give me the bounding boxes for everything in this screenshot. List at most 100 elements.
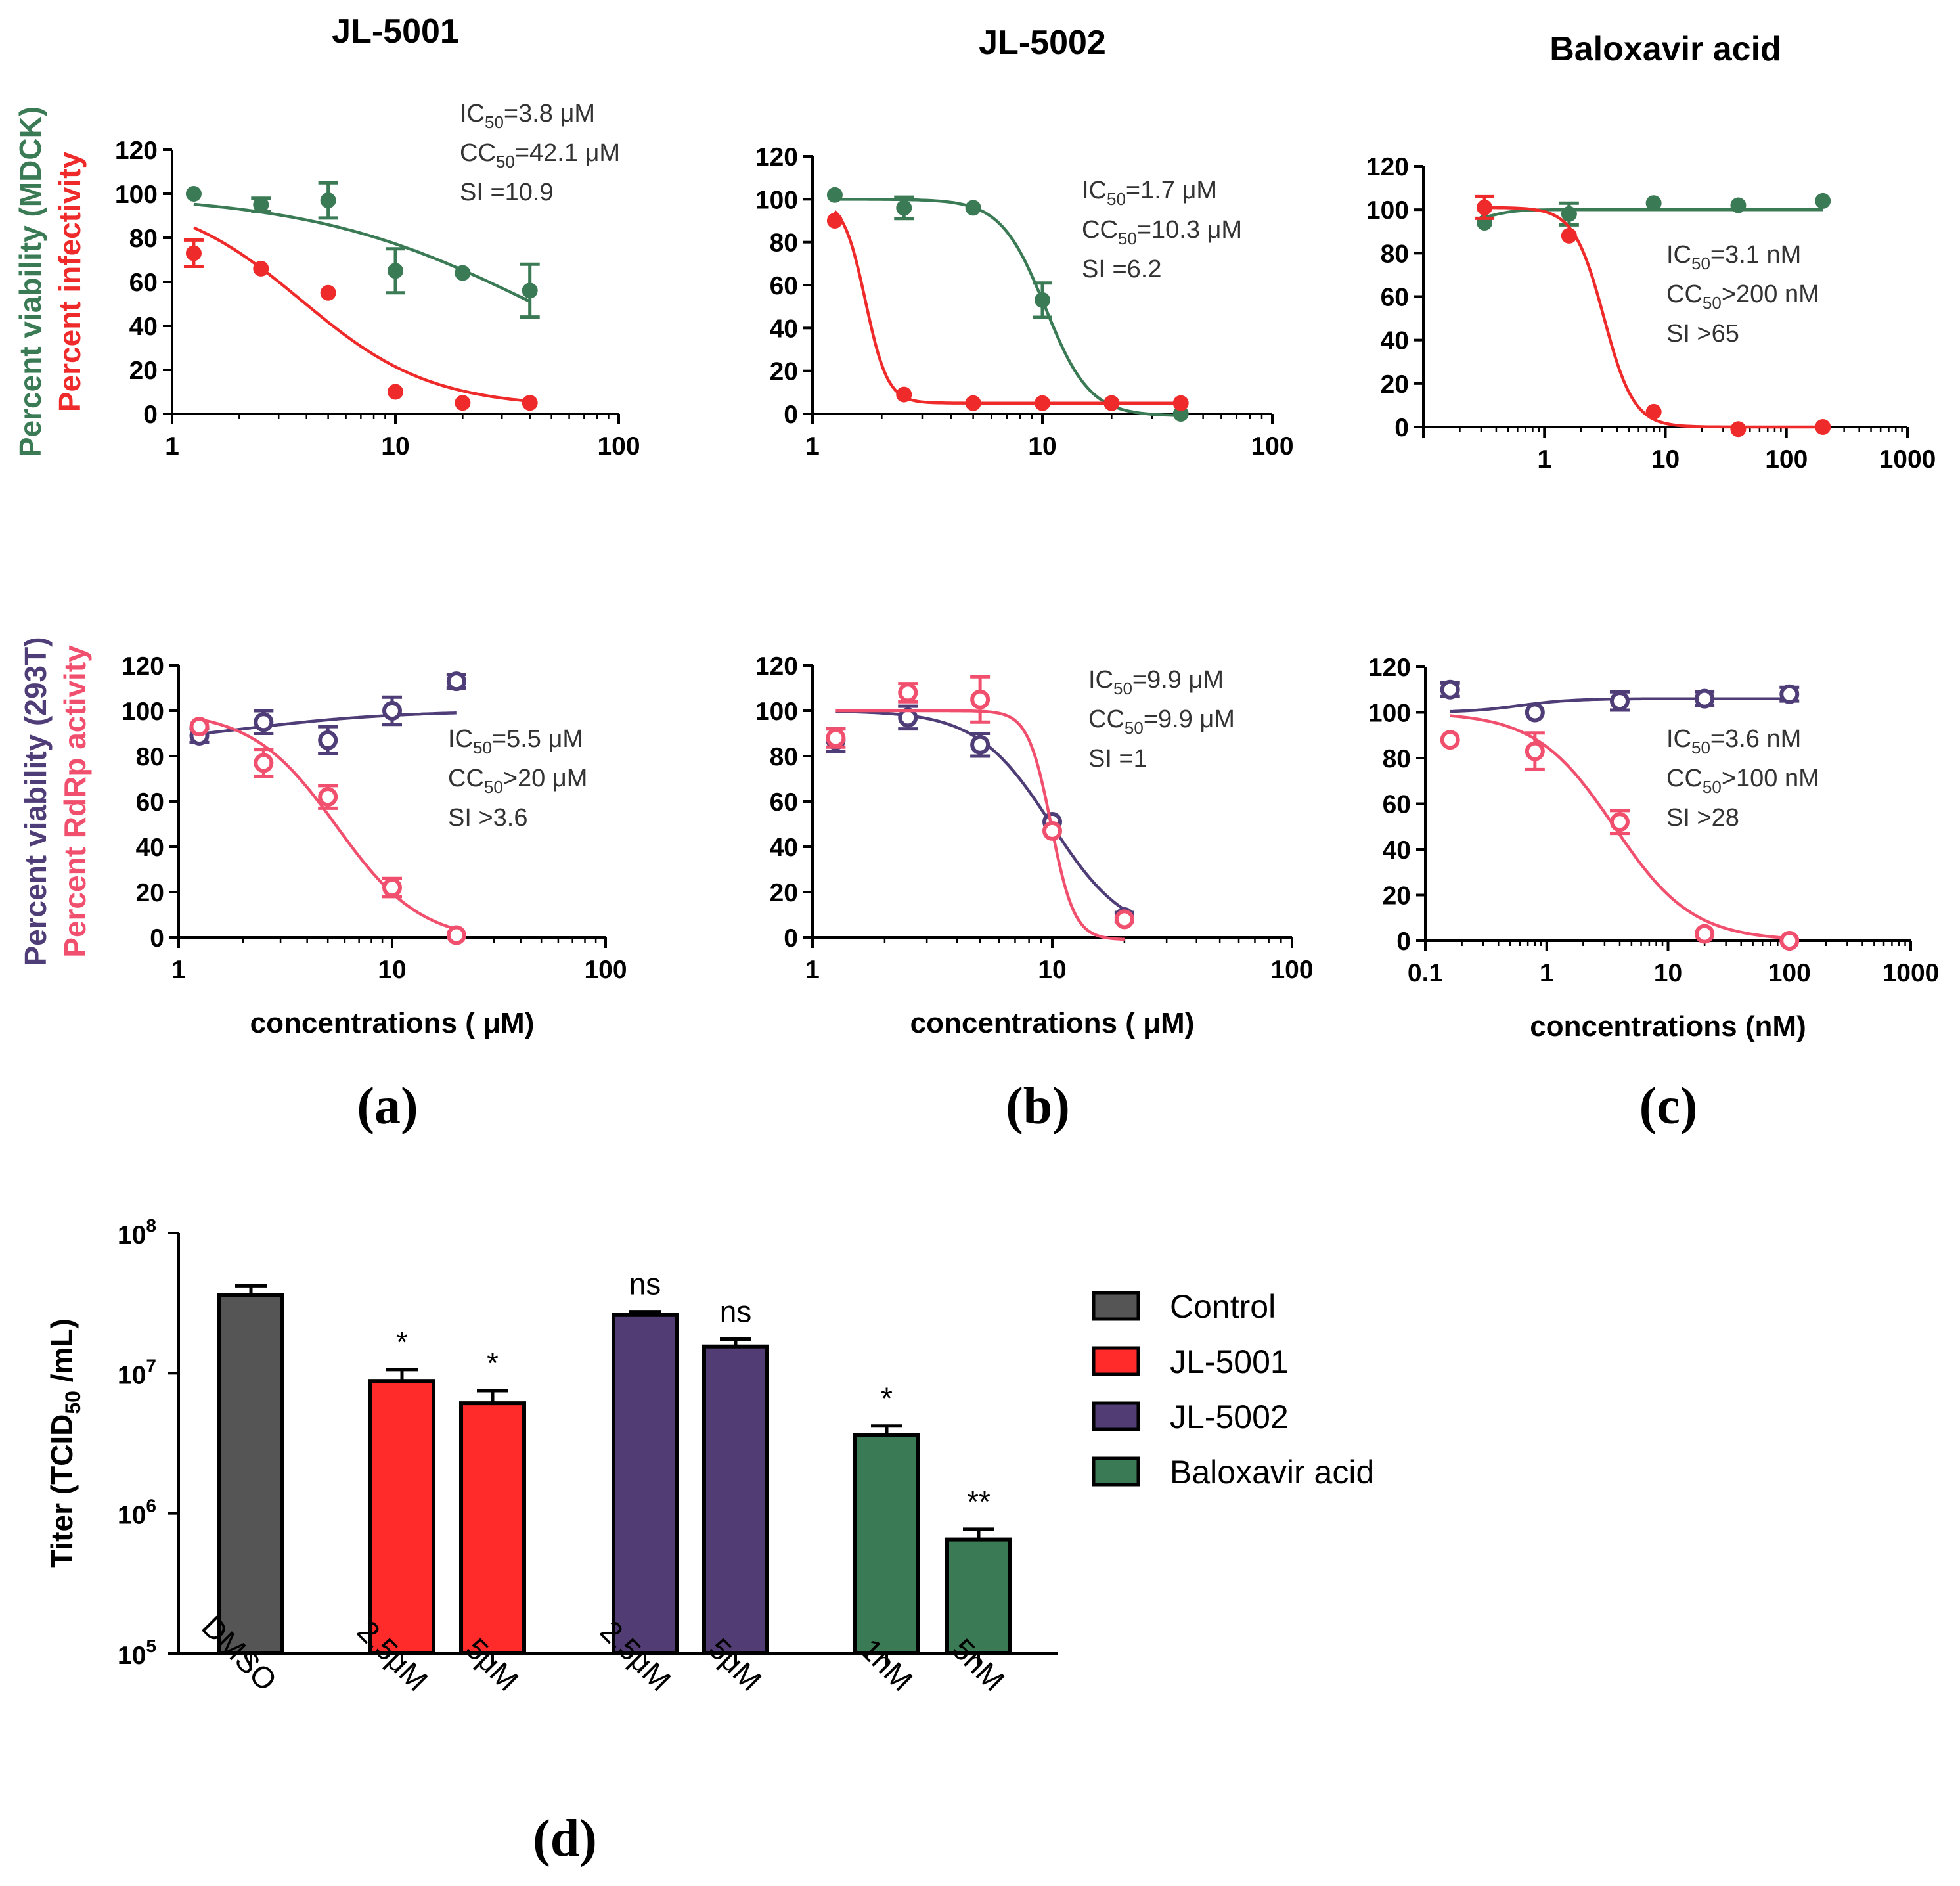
- x-tick-label: 0.1: [1408, 959, 1443, 987]
- legend-label: Baloxavir acid: [1170, 1454, 1374, 1491]
- data-point: [1645, 403, 1662, 420]
- data-point: [382, 701, 402, 721]
- data-point: [446, 671, 466, 692]
- significance-label: *: [881, 1381, 893, 1416]
- data-point: [455, 395, 471, 411]
- data-point: [522, 282, 538, 299]
- data-point: [1695, 688, 1715, 709]
- data-point: [254, 753, 274, 773]
- y-tick-label: 100: [115, 181, 158, 209]
- legend-label: JL-5001: [1170, 1343, 1289, 1380]
- x-tick-label: 100: [1270, 956, 1313, 984]
- series: [1477, 192, 1831, 231]
- fit-curve: [834, 198, 1181, 417]
- legend-swatch: [1092, 1401, 1140, 1431]
- y-tick-label: 100: [755, 186, 798, 214]
- series: [189, 717, 466, 945]
- bar: [853, 1433, 920, 1655]
- y-tick-label: 120: [1366, 153, 1409, 181]
- x-axis-label: concentrations ( μM): [250, 1007, 535, 1039]
- y-tick-label: 120: [755, 652, 798, 681]
- data-point: [896, 200, 912, 216]
- y-tick-label: 20: [129, 357, 158, 385]
- data-point: [1172, 395, 1189, 411]
- data-point: [1779, 931, 1800, 951]
- y-tick-label: 0: [1394, 414, 1409, 442]
- annotation: IC50=5.5 μM: [448, 725, 583, 757]
- data-point: [1730, 197, 1747, 213]
- y-tick-label: 20: [770, 358, 798, 386]
- series: [189, 671, 466, 756]
- data-point: [1779, 684, 1800, 704]
- y-tick-label: 20: [770, 879, 798, 907]
- annotation: IC50=1.7 μM: [1082, 177, 1217, 209]
- data-point: [1477, 199, 1493, 215]
- y-tick-label: 0: [1396, 928, 1411, 956]
- data-point: [826, 213, 843, 229]
- y-tick-label: 0: [784, 924, 798, 953]
- y-tick-label: 100: [122, 698, 164, 726]
- y-tick-label: 40: [129, 313, 158, 341]
- data-point: [898, 683, 918, 703]
- significance-label: *: [396, 1325, 408, 1359]
- bar: [612, 1313, 679, 1655]
- data-point: [1815, 192, 1831, 209]
- data-point: [970, 734, 991, 755]
- x-tick-label: 100: [1765, 445, 1808, 474]
- data-point: [826, 728, 846, 748]
- bar: [217, 1293, 284, 1656]
- data-point: [318, 787, 338, 807]
- data-point: [189, 717, 210, 737]
- y-axis-label: Percent infectivity: [53, 151, 87, 412]
- fit-curve: [834, 210, 1181, 405]
- data-point: [320, 192, 336, 209]
- data-point: [254, 712, 274, 732]
- x-axis-label: concentrations (nM): [1530, 1010, 1806, 1043]
- annotation: IC50=3.8 μM: [460, 100, 595, 132]
- x-tick-label: 10: [1038, 956, 1066, 984]
- y-tick-label: 40: [770, 834, 798, 862]
- data-point: [388, 263, 403, 279]
- x-axis-label: concentrations ( μM): [910, 1007, 1195, 1039]
- annotation: IC50=3.1 nM: [1666, 241, 1801, 273]
- data-point: [388, 384, 403, 400]
- data-point: [1525, 741, 1545, 761]
- significance-label: ns: [629, 1267, 661, 1301]
- x-tick-label: 10: [1654, 959, 1682, 987]
- legend-swatch: [1092, 1291, 1140, 1321]
- y-axis-label: Titer (TCID50 /mL): [45, 1318, 85, 1568]
- y-tick-label: 60: [136, 788, 164, 817]
- data-point: [1114, 909, 1134, 930]
- y-axis-label: Percent viability (MDCK): [13, 106, 47, 457]
- y-tick-label: 60: [129, 269, 158, 297]
- y-tick-label: 80: [136, 743, 164, 771]
- x-tick-label: 1000: [1879, 445, 1936, 474]
- x-tick-label: 10: [1651, 445, 1680, 474]
- annotation: IC50=9.9 μM: [1088, 666, 1224, 698]
- y-tick-label: 40: [136, 834, 164, 862]
- data-point: [382, 878, 402, 898]
- y-tick-label: 80: [129, 225, 158, 253]
- y-tick-label: 120: [122, 652, 164, 681]
- data-point: [1609, 812, 1630, 832]
- data-point: [826, 187, 843, 203]
- y-tick-label: 120: [115, 137, 158, 165]
- data-point: [185, 186, 202, 202]
- data-point: [1561, 227, 1577, 244]
- y-tick-label: 80: [770, 743, 798, 771]
- annotation: SI =6.2: [1082, 256, 1161, 283]
- panel-label-d: (d): [533, 1810, 597, 1868]
- x-tick-label: 10: [381, 432, 409, 460]
- data-point: [1440, 679, 1460, 700]
- panel-label-a: (a): [357, 1077, 418, 1135]
- annotation: SI =1: [1088, 745, 1147, 773]
- data-point: [1035, 395, 1050, 411]
- chart-title: JL-5002: [979, 24, 1106, 62]
- fit-curve: [199, 711, 457, 736]
- data-point: [320, 284, 336, 301]
- bar: [368, 1379, 435, 1655]
- annotation: SI >65: [1666, 320, 1739, 348]
